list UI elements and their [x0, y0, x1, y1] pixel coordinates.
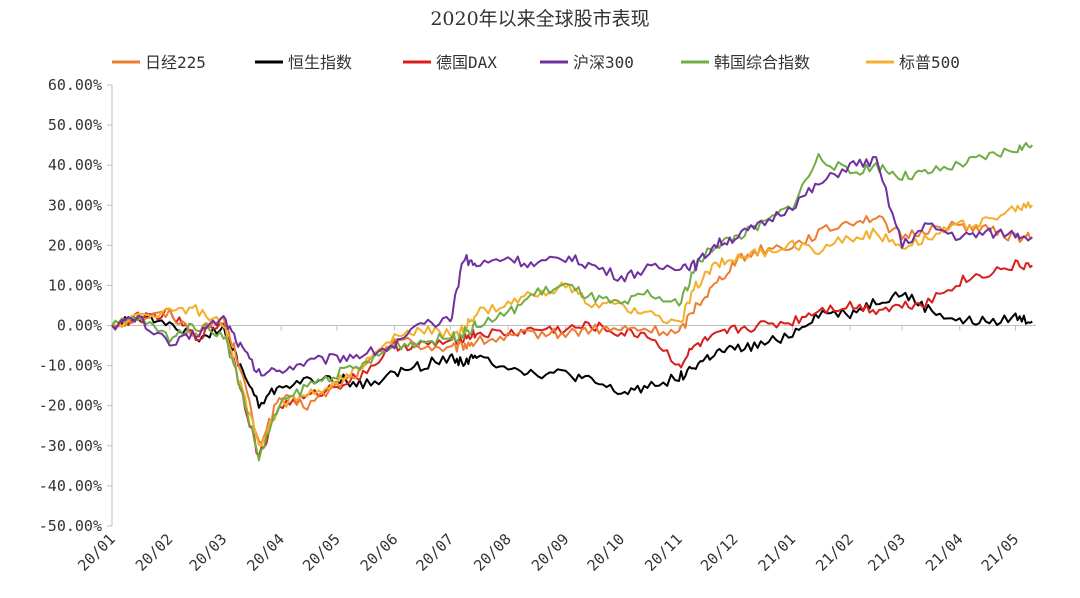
- x-tick-label: 20/02: [132, 530, 177, 575]
- legend-label-2: 德国DAX: [436, 53, 497, 72]
- y-tick-label: 40.00%: [48, 156, 102, 174]
- y-tick-label: 50.00%: [48, 116, 102, 134]
- legend: 日经225 恒生指数 德国DAX 沪深300 韩国综合指数 标普500: [112, 53, 960, 72]
- y-tick-label: -20.00%: [39, 397, 102, 415]
- x-tick-label: 21/05: [978, 530, 1023, 575]
- series-line-1: [111, 291, 1033, 409]
- x-tick-label: 21/01: [755, 530, 800, 575]
- x-tick-label: 21/03: [864, 530, 909, 575]
- y-tick-label: 10.00%: [48, 276, 102, 294]
- legend-label-1: 恒生指数: [288, 53, 352, 72]
- series-line-4: [111, 142, 1034, 462]
- y-tick-label: 0.00%: [57, 317, 102, 335]
- series-layer: [111, 142, 1034, 462]
- legend-label-4: 韩国综合指数: [714, 53, 810, 72]
- x-tick-label: 20/06: [357, 530, 402, 575]
- y-tick-label: 30.00%: [48, 196, 102, 214]
- x-tick-label: 20/11: [641, 530, 686, 575]
- y-tick-label: 60.00%: [48, 76, 102, 94]
- x-tick-label: 20/04: [243, 530, 288, 575]
- x-tick-label: 21/04: [922, 530, 967, 575]
- y-axis: 60.00% 50.00% 40.00% 30.00% 20.00% 10.00% 0.00…: [39, 76, 113, 535]
- y-tick-label: -40.00%: [39, 477, 102, 495]
- series-line-3: [111, 156, 1033, 377]
- x-tick-label: 20/10: [584, 530, 629, 575]
- legend-label-5: 标普500: [899, 53, 960, 72]
- x-tick-label: 20/07: [413, 530, 458, 575]
- y-tick-label: -50.00%: [39, 517, 102, 535]
- chart-title: 2020年以来全球股市表现: [430, 8, 649, 30]
- y-tick-label: -10.00%: [39, 357, 102, 375]
- x-tick-label: 20/08: [470, 530, 515, 575]
- x-tick-label: 20/01: [74, 530, 119, 575]
- series-line-5: [111, 201, 1034, 447]
- y-tick-label: 20.00%: [48, 236, 102, 254]
- x-axis: 20/01 20/02 20/03 20/04 20/05 20/06 20/07 20/08…: [74, 325, 1036, 575]
- x-tick-label: 20/03: [186, 530, 231, 575]
- x-tick-label: 20/09: [528, 530, 573, 575]
- x-tick-label: 20/12: [697, 530, 742, 575]
- legend-label-0: 日经225: [145, 53, 206, 72]
- legend-label-3: 沪深300: [573, 53, 634, 72]
- series-line-0: [112, 215, 1033, 445]
- x-tick-label: 21/02: [812, 530, 857, 575]
- x-tick-label: 20/05: [299, 530, 344, 575]
- y-tick-label: -30.00%: [39, 437, 102, 455]
